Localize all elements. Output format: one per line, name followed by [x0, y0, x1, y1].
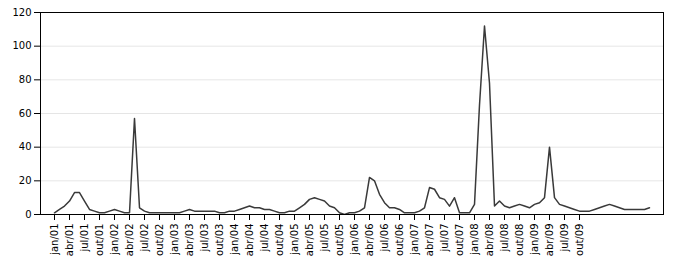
svg-text:jan/06: jan/06: [349, 224, 360, 256]
svg-text:jan/02: jan/02: [109, 224, 120, 256]
svg-text:jan/01: jan/01: [49, 224, 60, 256]
svg-text:abr/03: abr/03: [184, 224, 195, 257]
svg-text:out/06: out/06: [394, 224, 405, 256]
svg-text:jul/03: jul/03: [199, 224, 210, 253]
svg-text:jan/04: jan/04: [229, 224, 240, 256]
svg-text:jul/05: jul/05: [319, 224, 330, 253]
svg-text:abr/05: abr/05: [304, 224, 315, 257]
svg-text:jul/07: jul/07: [439, 224, 450, 253]
svg-text:out/04: out/04: [274, 224, 285, 256]
svg-text:60: 60: [19, 108, 32, 119]
svg-text:jul/02: jul/02: [139, 224, 150, 253]
svg-text:100: 100: [12, 40, 31, 51]
svg-text:out/09: out/09: [574, 224, 585, 256]
svg-text:jul/01: jul/01: [79, 224, 90, 253]
svg-text:out/03: out/03: [214, 224, 225, 256]
svg-text:40: 40: [19, 141, 32, 152]
svg-text:abr/09: abr/09: [544, 224, 555, 257]
svg-text:0: 0: [25, 209, 31, 220]
svg-text:abr/08: abr/08: [484, 224, 495, 257]
svg-text:jan/09: jan/09: [529, 224, 540, 256]
svg-text:jul/09: jul/09: [559, 224, 570, 253]
svg-text:20: 20: [19, 175, 32, 186]
svg-text:out/08: out/08: [514, 224, 525, 256]
svg-text:abr/02: abr/02: [124, 224, 135, 257]
svg-text:out/01: out/01: [94, 224, 105, 256]
svg-text:abr/04: abr/04: [244, 224, 255, 257]
svg-text:abr/01: abr/01: [64, 224, 75, 257]
svg-text:jul/06: jul/06: [379, 224, 390, 253]
svg-text:abr/06: abr/06: [364, 224, 375, 257]
svg-text:jul/04: jul/04: [259, 224, 270, 253]
svg-text:abr/07: abr/07: [424, 224, 435, 257]
svg-text:jan/08: jan/08: [469, 224, 480, 256]
svg-text:80: 80: [19, 74, 32, 85]
svg-text:out/02: out/02: [154, 224, 165, 256]
svg-text:jul/08: jul/08: [499, 224, 510, 253]
svg-text:out/05: out/05: [334, 224, 345, 256]
svg-text:120: 120: [12, 7, 31, 18]
svg-text:jan/05: jan/05: [289, 224, 300, 256]
svg-text:jan/07: jan/07: [409, 224, 420, 256]
svg-text:jan/03: jan/03: [169, 224, 180, 256]
svg-text:out/07: out/07: [454, 224, 465, 256]
